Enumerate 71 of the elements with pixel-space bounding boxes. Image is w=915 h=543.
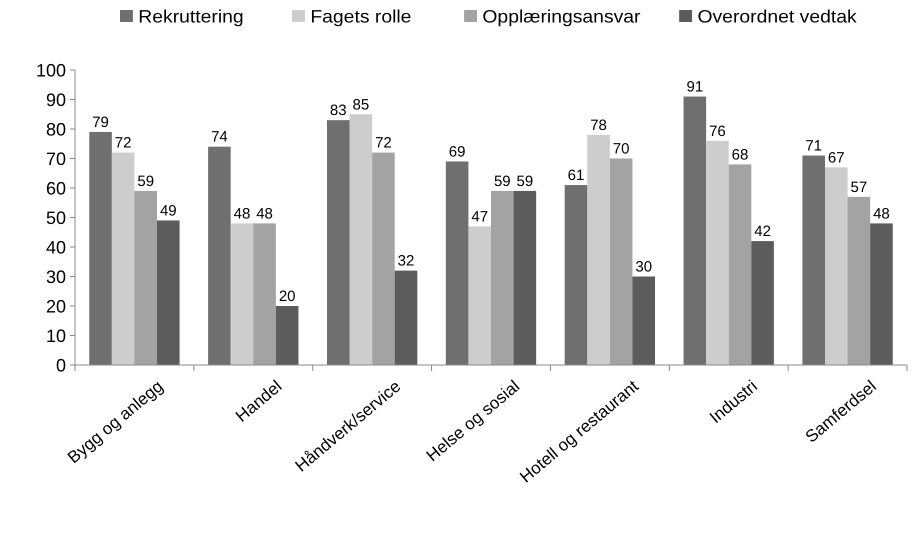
bar [208, 146, 231, 365]
legend-label: Rekruttering [138, 6, 244, 26]
data-label: 59 [494, 172, 511, 190]
bar [491, 190, 514, 365]
data-label: 74 [211, 128, 228, 146]
data-label: 57 [850, 178, 868, 196]
bar [684, 96, 706, 365]
data-label: 78 [590, 116, 607, 134]
bar [446, 161, 468, 365]
data-label: 79 [92, 114, 109, 131]
bar [751, 241, 774, 365]
bar [728, 164, 752, 365]
data-label: 70 [612, 140, 630, 158]
data-label: 83 [330, 102, 347, 120]
bar [610, 158, 632, 365]
data-label: 76 [709, 122, 726, 140]
bar [134, 190, 158, 365]
bar [276, 306, 298, 365]
bar [326, 120, 350, 365]
data-label: 61 [568, 167, 584, 184]
data-label: 20 [278, 288, 296, 305]
y-tick-label: 0 [56, 355, 66, 376]
bar [350, 114, 372, 365]
data-label: 72 [114, 134, 132, 152]
data-label: 72 [375, 134, 392, 152]
y-tick-label: 50 [46, 208, 66, 228]
bar [230, 223, 254, 365]
y-tick-label: 40 [46, 237, 66, 258]
data-label: 67 [828, 149, 845, 166]
y-tick-label: 70 [46, 148, 66, 169]
bar [587, 134, 610, 365]
data-label: 48 [873, 205, 890, 222]
bar [468, 226, 491, 365]
bar [112, 152, 134, 365]
y-tick-label: 90 [46, 90, 66, 110]
bar [848, 196, 870, 365]
data-label: 47 [471, 208, 488, 226]
data-label: 85 [352, 96, 370, 114]
y-tick-label: 20 [46, 296, 66, 316]
y-tick-label: 60 [46, 178, 66, 198]
bar [394, 270, 418, 365]
y-tick-label: 30 [46, 266, 66, 287]
bar [157, 220, 180, 365]
data-label: 32 [398, 252, 414, 270]
data-label: 42 [754, 223, 771, 240]
bar [824, 167, 848, 365]
bar [802, 156, 825, 365]
y-tick-label: 100 [36, 60, 66, 80]
data-label: 49 [160, 202, 177, 220]
data-label: 48 [256, 205, 273, 222]
data-label: 59 [516, 172, 534, 190]
bar [632, 276, 656, 365]
bar [564, 185, 588, 365]
data-label: 48 [234, 205, 250, 222]
data-label: 71 [805, 138, 822, 155]
data-label: 30 [635, 258, 652, 276]
legend-label: Fagets rolle [310, 6, 412, 26]
bar [89, 132, 112, 365]
bar [706, 140, 729, 365]
data-label: 69 [448, 143, 466, 160]
data-label: 68 [732, 146, 748, 164]
bar [372, 152, 395, 365]
data-label: 91 [686, 78, 704, 96]
y-tick-label: 80 [46, 119, 66, 140]
bar [514, 190, 536, 365]
bar [253, 223, 276, 365]
legend-label: Overordnet vedtak [697, 6, 858, 26]
data-label: 59 [137, 172, 154, 190]
y-tick-label: 10 [46, 326, 66, 346]
legend-label: Opplæringsansvar [482, 6, 641, 26]
bar [870, 223, 893, 365]
